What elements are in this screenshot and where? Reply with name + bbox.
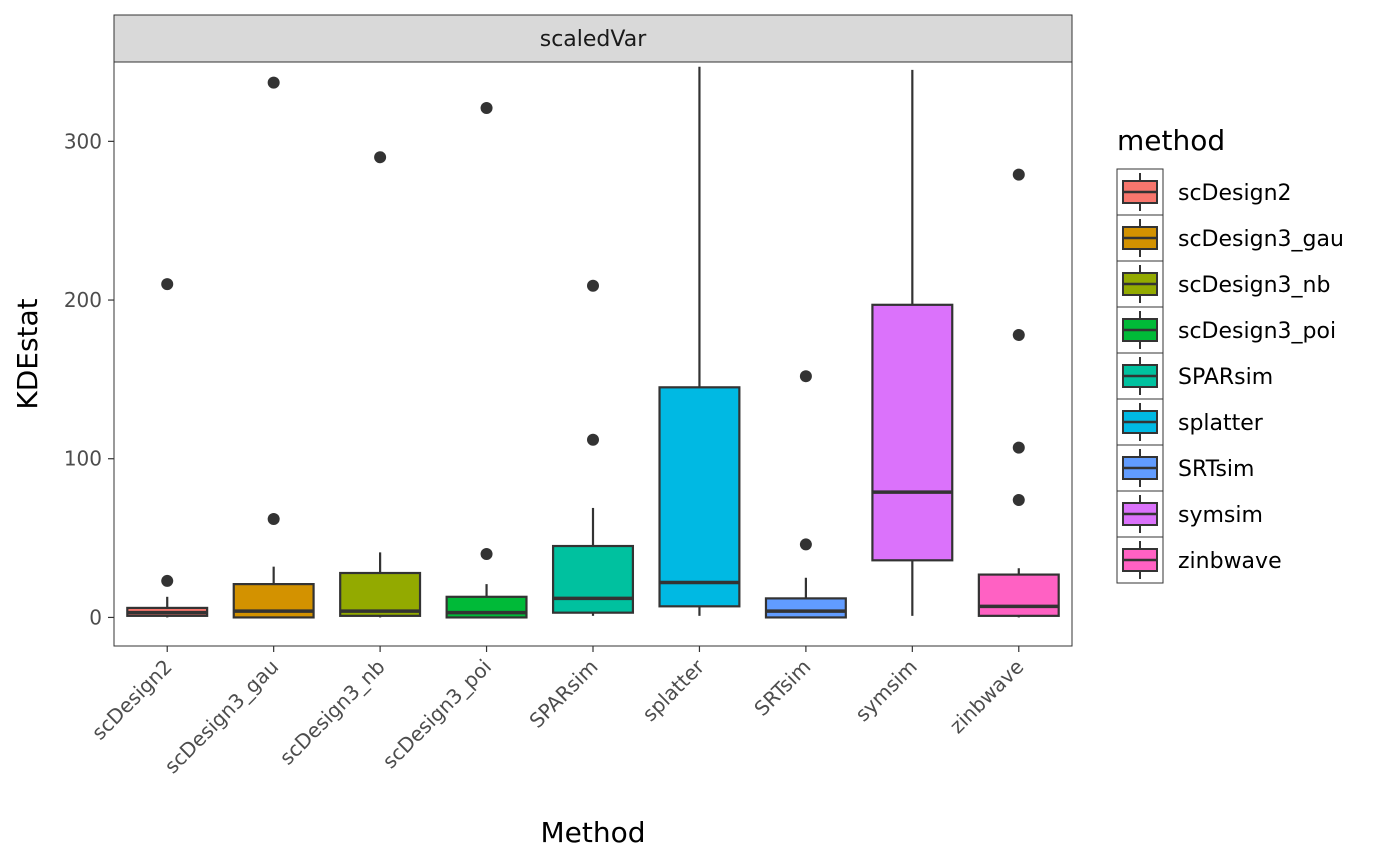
x-axis: scDesign2scDesign3_gauscDesign3_nbscDesi… bbox=[87, 646, 1029, 779]
y-axis-title: KDEstat bbox=[11, 298, 44, 409]
y-tick-label: 300 bbox=[64, 129, 102, 153]
outlier-point bbox=[480, 102, 493, 115]
box-symsim bbox=[871, 69, 954, 616]
legend-item-symsim: symsim bbox=[1116, 490, 1263, 538]
x-tick-label: symsim bbox=[850, 655, 922, 727]
legend: method scDesign2 scDesign3_gau scDesign3_n… bbox=[1116, 124, 1344, 584]
legend-label: symsim bbox=[1178, 503, 1263, 528]
outlier-point bbox=[161, 574, 174, 587]
x-tick-label: SPARsim bbox=[524, 655, 602, 733]
box-scDesign3_nb bbox=[339, 151, 422, 618]
outlier-point bbox=[161, 278, 174, 291]
outlier-point bbox=[267, 513, 280, 526]
x-tick-label: scDesign3_nb bbox=[275, 655, 390, 770]
y-tick-label: 0 bbox=[89, 605, 102, 629]
box-SRTsim bbox=[764, 370, 847, 619]
facet-strip bbox=[113, 14, 1073, 63]
box-body bbox=[871, 303, 954, 562]
outlier-point bbox=[1012, 441, 1025, 454]
y-tick-label: 100 bbox=[64, 447, 102, 471]
outlier-point bbox=[267, 76, 280, 89]
legend-label: scDesign2 bbox=[1178, 181, 1292, 206]
outlier-point bbox=[374, 151, 387, 164]
outlier-point bbox=[799, 370, 812, 383]
x-tick-label: SRTsim bbox=[749, 655, 815, 721]
outlier-point bbox=[480, 547, 493, 560]
box-body bbox=[977, 573, 1060, 617]
legend-item-SRTsim: SRTsim bbox=[1116, 444, 1254, 492]
legend-label: SRTsim bbox=[1178, 457, 1254, 482]
legend-label: scDesign3_gau bbox=[1178, 227, 1344, 252]
legend-item-scDesign3_poi: scDesign3_poi bbox=[1116, 306, 1336, 354]
box-scDesign3_poi bbox=[445, 102, 528, 619]
x-tick-label: scDesign3_gau bbox=[160, 655, 284, 779]
legend-item-scDesign3_nb: scDesign3_nb bbox=[1116, 260, 1330, 308]
y-tick-label: 200 bbox=[64, 288, 102, 312]
legend-item-SPARsim: SPARsim bbox=[1116, 352, 1273, 400]
boxes-layer bbox=[126, 66, 1060, 619]
legend-label: scDesign3_nb bbox=[1178, 273, 1330, 298]
box-SPARsim bbox=[551, 279, 635, 616]
legend-label: SPARsim bbox=[1178, 365, 1273, 390]
outlier-point bbox=[1012, 168, 1025, 181]
box-body bbox=[658, 386, 741, 608]
outlier-point bbox=[587, 433, 599, 446]
facet-strip-label: scaledVar bbox=[540, 27, 647, 52]
legend-item-scDesign3_gau: scDesign3_gau bbox=[1116, 214, 1344, 262]
box-scDesign2 bbox=[126, 278, 209, 618]
x-tick-label: splatter bbox=[637, 654, 709, 726]
box-splatter bbox=[658, 66, 741, 616]
x-tick-label: scDesign3_poi bbox=[378, 655, 497, 774]
box-body bbox=[339, 571, 422, 617]
legend-item-splatter: splatter bbox=[1116, 398, 1264, 446]
outlier-point bbox=[1012, 494, 1025, 506]
legend-label: splatter bbox=[1178, 411, 1264, 436]
legend-label: zinbwave bbox=[1178, 549, 1282, 574]
outlier-point bbox=[587, 279, 599, 292]
box-scDesign3_gau bbox=[232, 76, 315, 619]
box-body bbox=[551, 544, 635, 614]
legend-item-scDesign2: scDesign2 bbox=[1116, 168, 1292, 216]
x-tick-label: zinbwave bbox=[945, 655, 1029, 739]
outlier-point bbox=[799, 538, 812, 551]
legend-label: scDesign3_poi bbox=[1178, 319, 1336, 344]
outlier-point bbox=[1012, 328, 1025, 341]
y-axis: 0 100 200 300 bbox=[64, 129, 114, 629]
legend-item-zinbwave: zinbwave bbox=[1116, 536, 1282, 584]
box-body bbox=[764, 597, 847, 619]
x-tick-label: scDesign2 bbox=[87, 655, 177, 745]
box-zinbwave bbox=[977, 168, 1060, 618]
legend-title: method bbox=[1117, 124, 1225, 157]
x-axis-title: Method bbox=[540, 816, 645, 849]
